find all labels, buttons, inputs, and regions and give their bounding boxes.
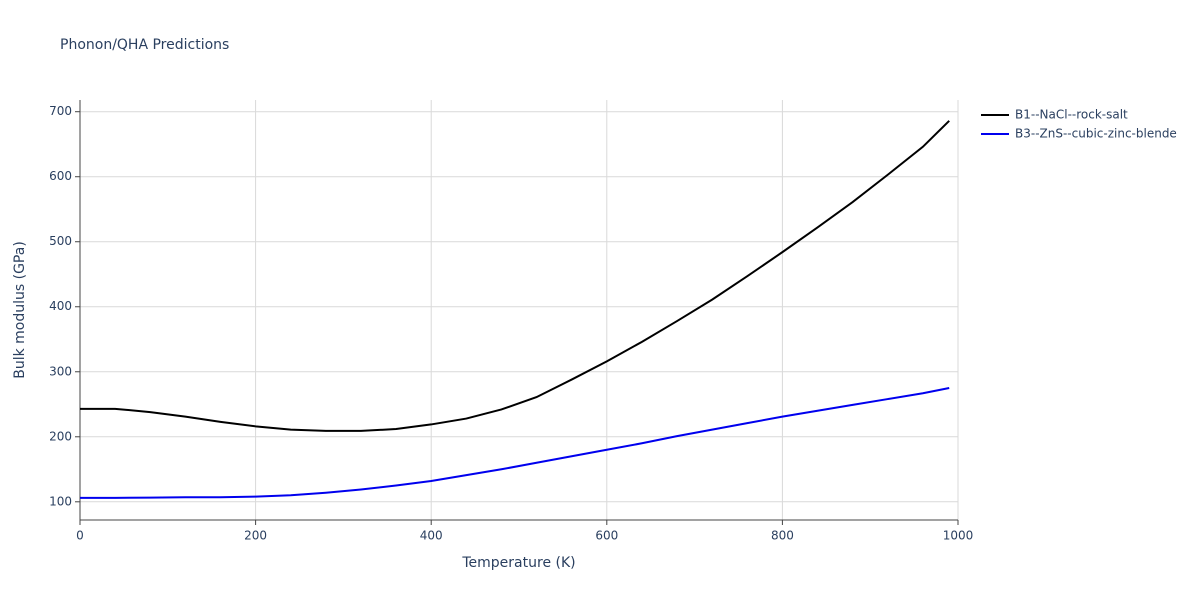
x-tick-label: 600	[595, 529, 618, 543]
y-tick-label: 600	[49, 169, 72, 183]
y-tick-label: 500	[49, 234, 72, 248]
x-tick-label: 0	[76, 529, 84, 543]
legend-label: B3--ZnS--cubic-zinc-blende	[1015, 127, 1177, 141]
x-tick-label: 1000	[943, 529, 974, 543]
line-series	[80, 387, 950, 499]
y-tick-label: 700	[49, 104, 72, 118]
y-axis-title: Bulk modulus (GPa)	[12, 241, 28, 379]
chart-title: Phonon/QHA Predictions	[60, 37, 229, 53]
x-tick-label: 200	[244, 529, 267, 543]
x-tick-label: 400	[420, 529, 443, 543]
x-tick-label: 800	[771, 529, 794, 543]
y-tick-label: 400	[49, 299, 72, 313]
x-axis-title: Temperature (K)	[461, 555, 575, 571]
grid: 0 200 400 600 800 1000 100 200 300 400 500 600 700	[49, 100, 973, 543]
y-tick-label: 300	[49, 364, 72, 378]
legend-label: B1--NaCl--rock-salt	[1015, 108, 1128, 122]
plot-area	[80, 120, 950, 499]
legend: B1--NaCl--rock-salt B3--ZnS--cubic-zinc-b…	[981, 108, 1177, 141]
line-series	[80, 120, 950, 432]
y-tick-label: 100	[49, 494, 72, 508]
y-tick-label: 200	[49, 429, 72, 443]
